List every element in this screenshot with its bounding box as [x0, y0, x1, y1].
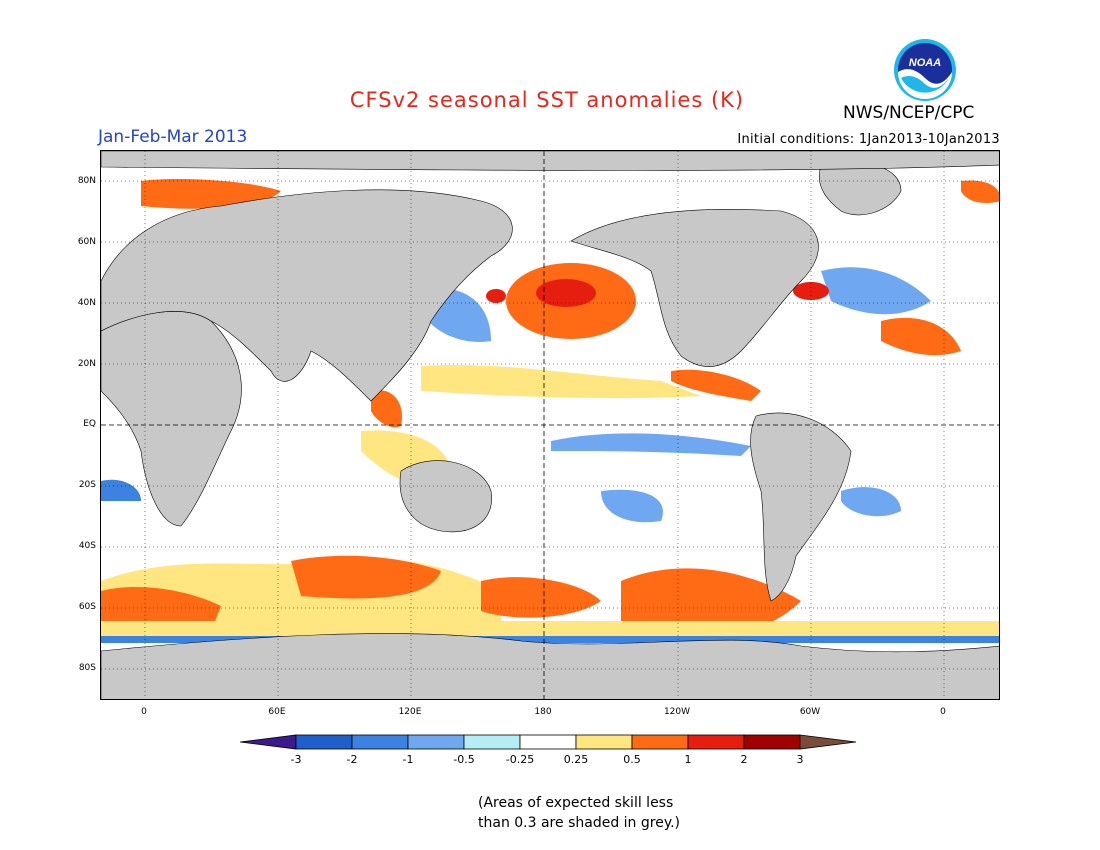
colorbar-tick-label: -3 — [290, 753, 302, 766]
skill-note-line-2: than 0.3 are shaded in grey.) — [478, 815, 681, 831]
colorbar-tick-label: -1 — [402, 753, 414, 766]
colorbar-segment — [687, 734, 745, 750]
colorbar-segment — [295, 734, 353, 750]
colorbar-segment — [631, 734, 689, 750]
noaa-logo: NOAA — [894, 39, 956, 101]
y-label-40n: 40N — [77, 298, 96, 308]
colorbar-tick-label: 2 — [740, 753, 748, 766]
equator-dateline — [101, 151, 999, 699]
x-label-120w: 120W — [663, 707, 691, 717]
sst-anomaly-map — [100, 150, 1000, 700]
colorbar-tick-label: 0.5 — [623, 753, 641, 766]
y-label-20s: 20S — [78, 480, 96, 490]
y-label-20n: 20N — [77, 359, 96, 369]
x-label-0-east: 0 — [940, 707, 946, 717]
colorbar-tick-label: -0.5 — [453, 753, 475, 766]
y-label-80s: 80S — [78, 663, 96, 673]
colorbar-segment — [743, 734, 801, 750]
y-label-80n: 80N — [77, 176, 96, 186]
land-masses — [101, 151, 999, 699]
season-label: Jan-Feb-Mar 2013 — [98, 127, 248, 147]
colorbar-tick-label: 0.25 — [563, 753, 589, 766]
svg-text:NOAA: NOAA — [909, 57, 941, 69]
x-label-60e: 60E — [268, 707, 286, 717]
y-label-eq: EQ — [83, 419, 96, 429]
x-label-60w: 60W — [799, 707, 821, 717]
colorbar-segment — [575, 734, 633, 750]
colorbar-segment — [407, 734, 465, 750]
colorbar-left-arrow — [240, 734, 297, 750]
colorbar-segment — [463, 734, 521, 750]
colorbar-segment — [519, 734, 577, 750]
chart-title: CFSv2 seasonal SST anomalies (K) — [349, 88, 745, 112]
anomaly-patches — [101, 179, 999, 643]
agency-label: NWS/NCEP/CPC — [843, 103, 975, 123]
colorbar-tick-label: 1 — [684, 753, 692, 766]
colorbar-tick-label: -2 — [346, 753, 358, 766]
x-label-120e: 120E — [398, 707, 422, 717]
colorbar-tick-label: -0.25 — [505, 753, 535, 766]
skill-note: (Areas of expected skill less than 0.3 a… — [478, 793, 680, 833]
colorbar — [240, 734, 857, 750]
skill-note-line-1: (Areas of expected skill less — [478, 795, 674, 811]
colorbar-segment — [351, 734, 409, 750]
y-label-60n: 60N — [77, 237, 96, 247]
x-label-180: 180 — [534, 707, 552, 717]
y-label-40s: 40S — [78, 541, 96, 551]
colorbar-right-arrow — [799, 734, 857, 750]
x-label-0: 0 — [141, 707, 147, 717]
initial-conditions-label: Initial conditions: 1Jan2013-10Jan2013 — [737, 132, 1000, 147]
colorbar-tick-label: 3 — [796, 753, 804, 766]
y-label-60s: 60S — [78, 602, 96, 612]
